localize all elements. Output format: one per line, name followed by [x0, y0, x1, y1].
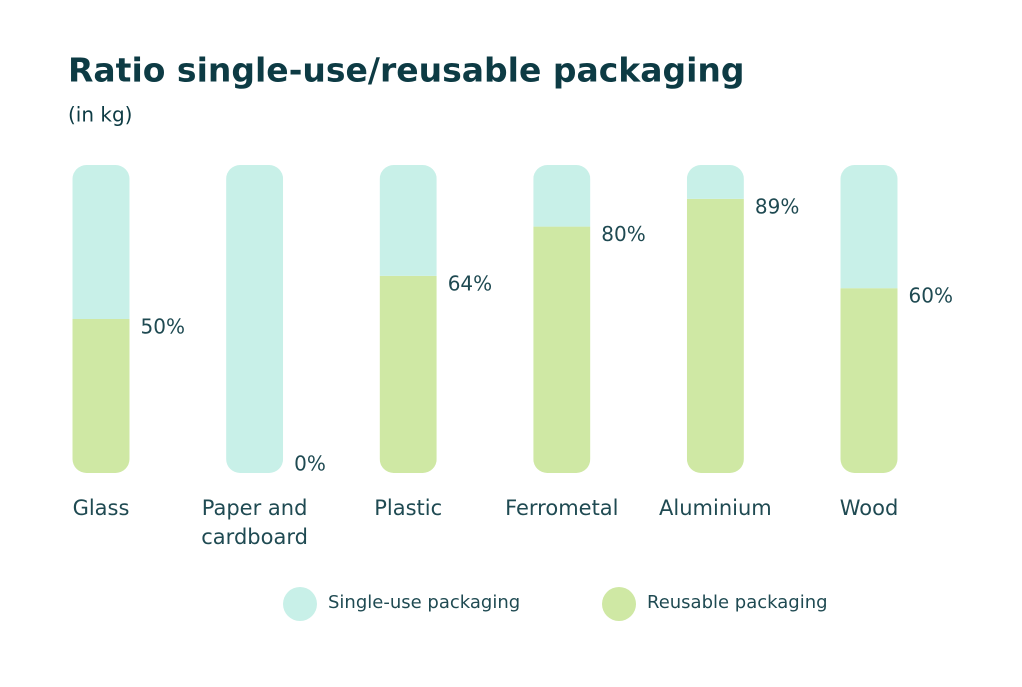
- bar-segment: [840, 288, 898, 473]
- value-label: 89%: [755, 194, 799, 218]
- x-tick-label: Glass: [72, 496, 130, 520]
- bar-segment: [379, 165, 437, 276]
- value-label: 60%: [909, 284, 953, 308]
- bar-group: [533, 165, 591, 473]
- value-label: 0%: [294, 452, 326, 476]
- bar-segment: [72, 165, 130, 319]
- bar-segment: [533, 226, 591, 473]
- legend-label: Single-use packaging: [328, 592, 520, 613]
- x-tick-label: Paper and cardboard: [201, 496, 308, 549]
- bar-segment: [72, 319, 130, 473]
- chart-subtitle: (in kg): [68, 103, 132, 127]
- value-label: 64%: [448, 271, 492, 295]
- x-tick-label: Wood: [839, 496, 899, 520]
- bar-group: [379, 165, 437, 473]
- value-label: 50%: [141, 315, 185, 339]
- x-tick-label: Plastic: [374, 496, 443, 520]
- bar-group: [840, 165, 898, 473]
- legend-swatch: [283, 587, 317, 621]
- bar-segment: [379, 275, 437, 473]
- bar-segment: [226, 165, 284, 473]
- bar-group: [686, 165, 744, 473]
- legend-label: Reusable packaging: [647, 592, 828, 613]
- chart-title: Ratio single-use/reusable packaging: [68, 51, 745, 90]
- bar-group: [72, 165, 130, 473]
- bar-segment: [686, 198, 744, 473]
- value-label: 80%: [601, 222, 645, 246]
- legend-swatch: [602, 587, 636, 621]
- x-tick-label: Ferrometal: [505, 496, 619, 520]
- x-tick-label: Aluminium: [659, 496, 772, 520]
- bar-group: [226, 165, 284, 473]
- bar-segment: [533, 165, 591, 227]
- bar-segment: [686, 165, 744, 199]
- bar-segment: [840, 165, 898, 289]
